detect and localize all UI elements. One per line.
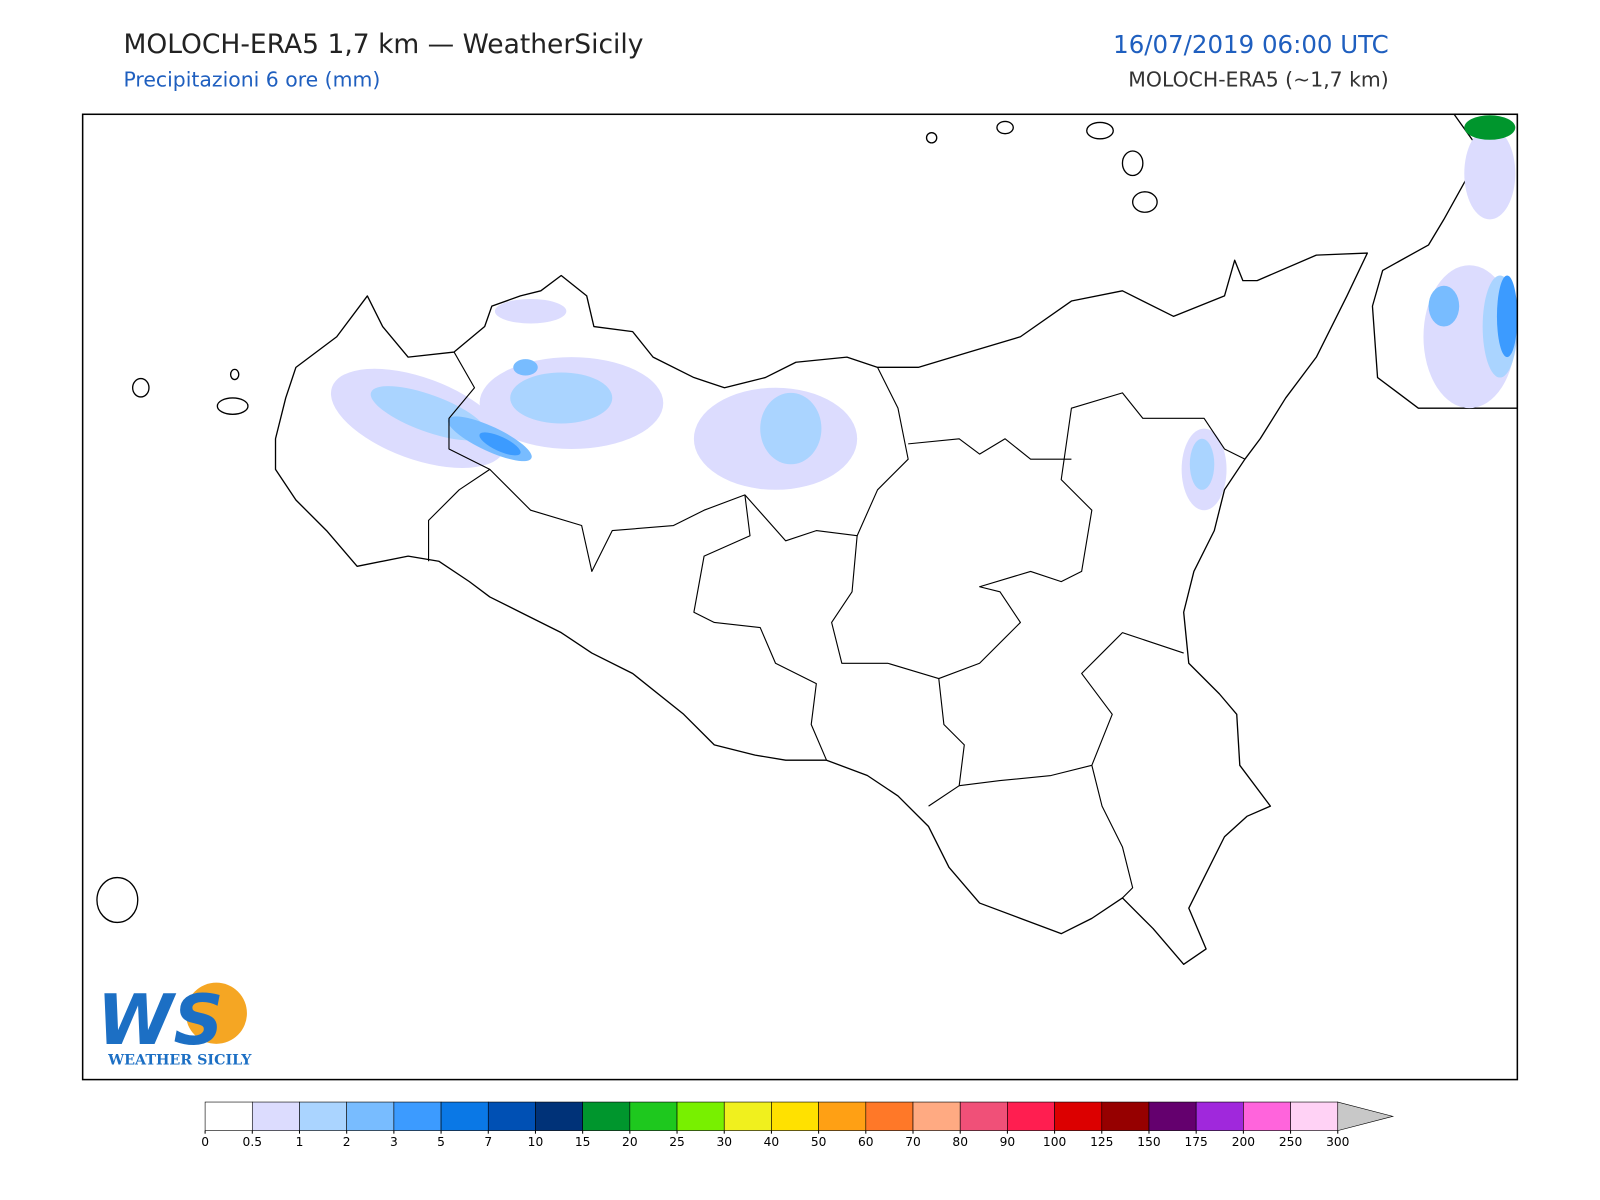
colorbar-swatch	[629, 1101, 678, 1131]
colorbar-swatch	[818, 1101, 867, 1131]
colorbar-tick-label: 15	[575, 1135, 591, 1149]
colorbar-tick-label: 0	[201, 1135, 209, 1149]
colorbar-swatch	[771, 1101, 819, 1131]
colorbar-swatch	[959, 1101, 1008, 1131]
subtitle: Precipitazioni 6 ore (mm)	[123, 68, 380, 92]
province-border	[428, 351, 491, 562]
colorbar-tick-label: 40	[764, 1135, 780, 1149]
province-border	[928, 678, 965, 807]
colorbar-tick-label: 175	[1184, 1135, 1207, 1149]
colorbar-swatch	[865, 1101, 914, 1131]
colorbar-swatch	[299, 1101, 347, 1131]
title: MOLOCH-ERA5 1,7 km — WeatherSicily	[123, 29, 643, 60]
colorbar-extend	[1337, 1101, 1395, 1132]
colorbar-tick-label: 20	[622, 1135, 638, 1149]
colorbar-swatch	[1101, 1101, 1150, 1131]
province-border	[959, 632, 1184, 787]
colorbar-tick-label: 125	[1090, 1135, 1113, 1149]
colorbar-swatch	[723, 1101, 772, 1131]
colorbar-swatch	[535, 1101, 583, 1131]
province-border	[831, 392, 1246, 680]
logo-text: WEATHER SICILY	[107, 1052, 252, 1068]
colorbar-tick-label: 0.5	[243, 1135, 262, 1149]
colorbar-tick-label: 70	[905, 1135, 921, 1149]
province-border	[1091, 765, 1134, 899]
logo: WS WEATHER SICILY	[97, 981, 252, 1068]
colorbar-swatch	[1243, 1101, 1291, 1131]
logo-sun	[185, 982, 247, 1044]
colorbar-swatch	[582, 1101, 631, 1131]
colorbar-tick-label: 30	[716, 1135, 732, 1149]
colorbar-swatch	[487, 1101, 536, 1131]
colorbar-swatch	[204, 1101, 253, 1131]
colorbar-tick-label: 90	[1000, 1135, 1016, 1149]
colorbar-swatch	[251, 1101, 300, 1131]
colorbar-swatch	[1007, 1101, 1055, 1131]
colorbar-swatch	[676, 1101, 725, 1131]
colorbar-tick-label: 150	[1137, 1135, 1160, 1149]
colorbar-tick-label: 3	[390, 1135, 398, 1149]
province-border	[908, 438, 1072, 460]
colorbar-swatch	[440, 1101, 489, 1131]
model-label: MOLOCH-ERA5 (~1,7 km)	[1128, 68, 1388, 92]
map-area	[81, 113, 1519, 1081]
colorbar-tick-label: 25	[669, 1135, 685, 1149]
precipitation-field	[330, 115, 1518, 511]
datetime: 16/07/2019 06:00 UTC	[1113, 30, 1389, 59]
colorbar-tick-label: 1	[296, 1135, 304, 1149]
colorbar-tick-label: 80	[952, 1135, 968, 1149]
colorbar-tick-label: 250	[1279, 1135, 1302, 1149]
colorbar-tick-label: 300	[1326, 1135, 1349, 1149]
colorbar-tick-label: 100	[1043, 1135, 1066, 1149]
islands	[96, 120, 1158, 924]
colorbar-tick-label: 10	[528, 1135, 544, 1149]
colorbar-swatch	[1054, 1101, 1103, 1131]
colorbar: 0 0.5 1 2 3 5 7 10 15 20 25 30 40 50 60 70 80 90 100 125 150…	[201, 1101, 1395, 1149]
colorbar-tick-label: 2	[343, 1135, 351, 1149]
province-border	[693, 494, 828, 761]
colorbar-swatch	[346, 1101, 395, 1131]
colorbar-tick-label: 200	[1232, 1135, 1255, 1149]
logo-mark: WS	[97, 981, 224, 1061]
colorbar-swatch	[1290, 1101, 1339, 1131]
colorbar-swatch	[1195, 1101, 1244, 1131]
colorbar-tick-label: 5	[437, 1135, 445, 1149]
colorbar-tick-label: 60	[858, 1135, 874, 1149]
map-frame	[81, 113, 1519, 1081]
colorbar-swatch	[912, 1101, 961, 1131]
colorbar-tick-label: 7	[484, 1135, 492, 1149]
colorbar-swatch	[393, 1101, 442, 1131]
colorbar-swatch	[1148, 1101, 1197, 1131]
colorbar-tick-label: 50	[811, 1135, 827, 1149]
